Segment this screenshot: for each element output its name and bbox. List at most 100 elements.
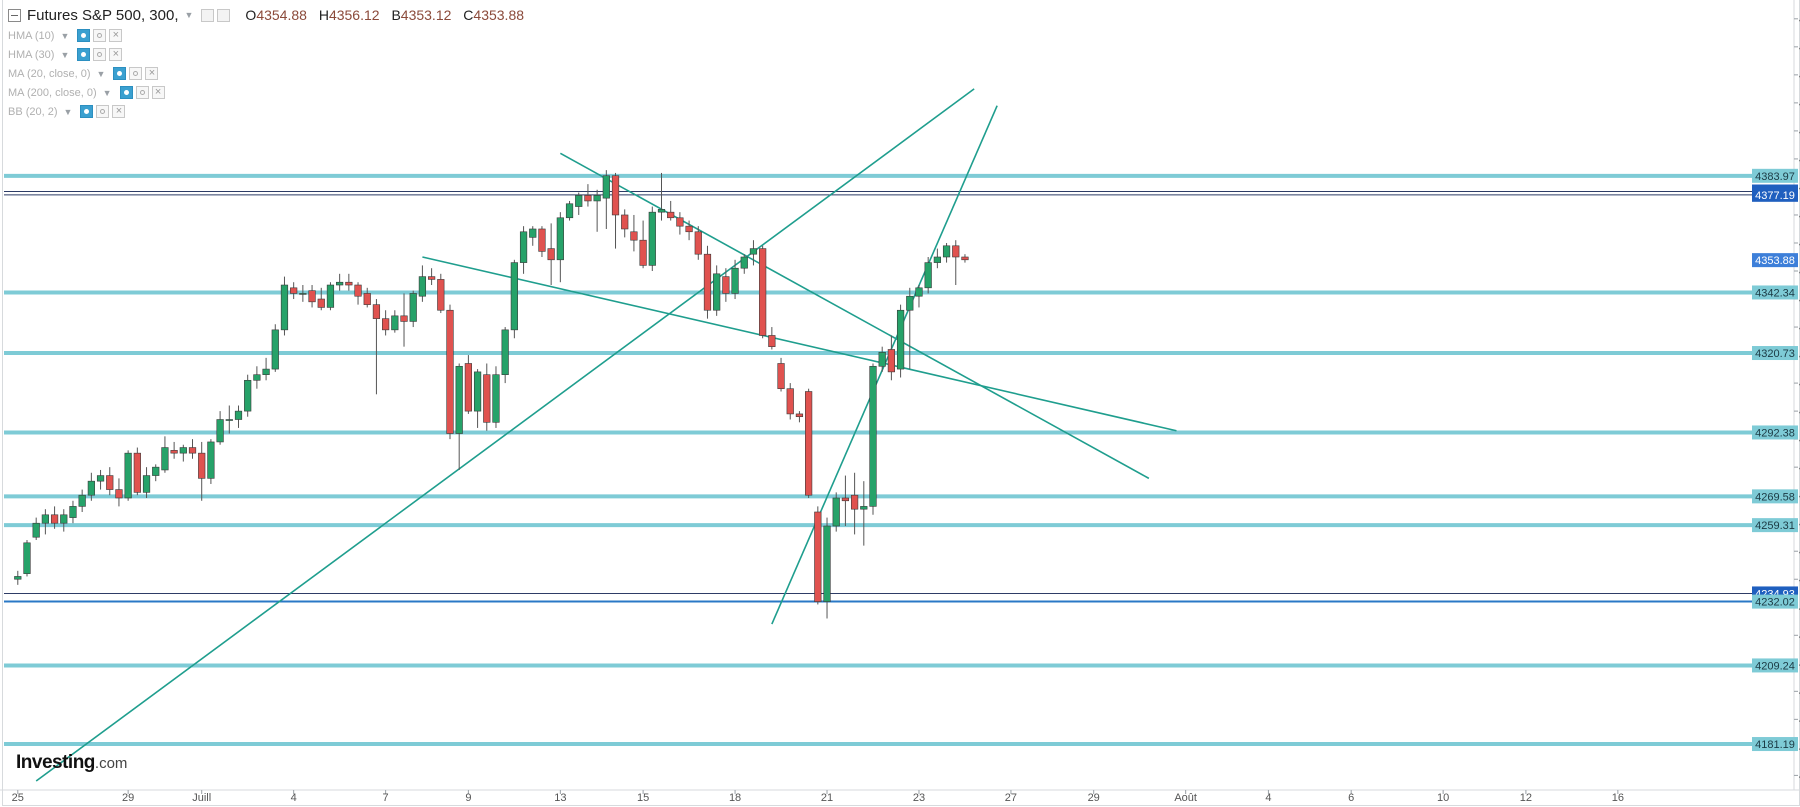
candle-body [216,419,224,443]
candle [575,192,583,215]
candle-body [648,211,656,266]
indicator-row[interactable]: MA (20, close, 0) ▼ × [8,64,524,83]
candle [648,206,656,272]
time-tick-label: Août [1174,792,1197,804]
candle-body [805,391,813,496]
candle [915,285,923,308]
candle-body [207,441,215,479]
eye-icon[interactable] [77,29,91,42]
candle-body [713,273,721,311]
time-tick-label: 6 [1348,792,1354,804]
candle [869,363,877,515]
candle-body [133,452,141,493]
series-legend: Futures S&P 500, 300, ▼ O4354.88 H4356.1… [8,4,524,26]
settings-icon[interactable] [93,48,107,61]
candle [60,509,68,532]
candle-body [253,374,261,381]
eye-icon[interactable] [113,67,127,80]
indicator-row[interactable]: HMA (30) ▼ × [8,45,524,64]
indicator-name: HMA (30) [8,48,55,61]
high-value: 4356.12 [328,7,380,23]
candle [952,240,960,286]
candle-body [78,494,86,507]
candle-body [823,525,831,602]
level-price-tag-bg [1752,658,1798,673]
candle [621,209,629,238]
candle-body [942,245,951,258]
chevron-down-icon[interactable]: ▼ [60,49,70,60]
close-icon[interactable]: × [112,105,126,118]
settings-icon[interactable] [217,8,231,22]
indicator-row[interactable]: BB (20, 2) ▼ × [8,102,524,121]
candle [832,492,840,532]
candle [363,287,371,308]
candle-body [244,379,252,412]
chevron-down-icon[interactable]: ▼ [63,106,73,117]
settings-icon[interactable] [96,105,110,118]
close-icon[interactable]: × [151,86,165,99]
candle [639,220,647,269]
candle [519,226,528,274]
price-axis[interactable]: 4170.004180.004190.004200.004210.004220.… [1752,0,1800,790]
level-price-tag-bg [1752,187,1798,202]
candle-body [382,318,390,331]
candle [887,335,896,381]
candle-body [106,475,114,490]
collapse-icon[interactable] [8,8,21,22]
candle [896,304,905,378]
indicator-row[interactable]: HMA (10) ▼ × [8,26,524,45]
level-price-tag-text: 4269.58 [1755,491,1795,503]
candle [961,254,969,263]
chevron-down-icon[interactable]: ▼ [102,87,112,98]
candle-body [271,329,279,370]
candle-body [538,228,546,252]
candle-body [878,351,886,367]
time-axis[interactable]: 25 29 Juill 4 7 9 13 15 18 21 23 27 29 Août 4 6 10 12 16 [0,789,1800,804]
candle-body [611,175,620,216]
level-price-tag-text: 4377.19 [1755,190,1795,202]
indicator-row[interactable]: MA (200, close, 0) ▼ × [8,83,524,102]
candle [106,467,114,496]
candle [446,304,454,440]
close-icon[interactable]: × [109,29,123,42]
eye-icon[interactable] [80,105,94,118]
candle-body [547,248,555,261]
settings-icon[interactable] [129,67,143,80]
chevron-down-icon[interactable]: ▼ [184,10,194,20]
candle [850,472,859,535]
level-price-tag-bg [1752,489,1798,504]
settings-icon[interactable] [93,29,107,42]
level-price-tag: 4342.34 [1752,285,1798,300]
candle [860,481,868,546]
eye-icon[interactable] [201,8,215,22]
close-icon[interactable]: × [145,67,159,80]
candle-body [372,304,381,319]
candle [805,388,813,498]
candle-body [391,315,399,331]
close-icon[interactable]: × [109,48,123,61]
candle [538,226,546,257]
eye-icon[interactable] [77,48,91,61]
candle-body [317,298,325,308]
candle [814,506,822,605]
candle [924,256,932,294]
level-price-tag: 4377.19 [1752,187,1798,202]
candle-body [179,447,187,454]
candle-body [50,514,59,524]
current-price-tag-bg [1752,253,1798,268]
candle [400,293,408,347]
investing-logo[interactable]: Investing.com [16,752,127,774]
candle-body [60,514,68,524]
eye-icon[interactable] [119,86,133,99]
candle-body [473,371,482,412]
chevron-down-icon[interactable]: ▼ [60,30,70,41]
settings-icon[interactable] [135,86,149,99]
candle [32,517,40,541]
trendline [35,88,975,782]
candle [50,506,59,529]
chevron-down-icon[interactable]: ▼ [96,68,106,79]
candle [556,212,564,283]
candle-body [234,410,243,420]
candle [271,324,279,372]
